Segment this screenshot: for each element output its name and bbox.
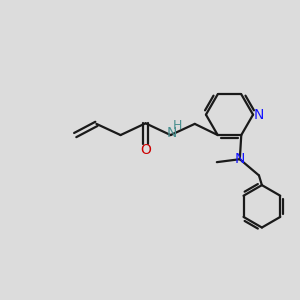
- Text: N: N: [235, 152, 245, 166]
- Text: N: N: [253, 108, 263, 122]
- Text: O: O: [140, 143, 151, 157]
- Text: N: N: [167, 126, 177, 140]
- Text: H: H: [172, 119, 182, 132]
